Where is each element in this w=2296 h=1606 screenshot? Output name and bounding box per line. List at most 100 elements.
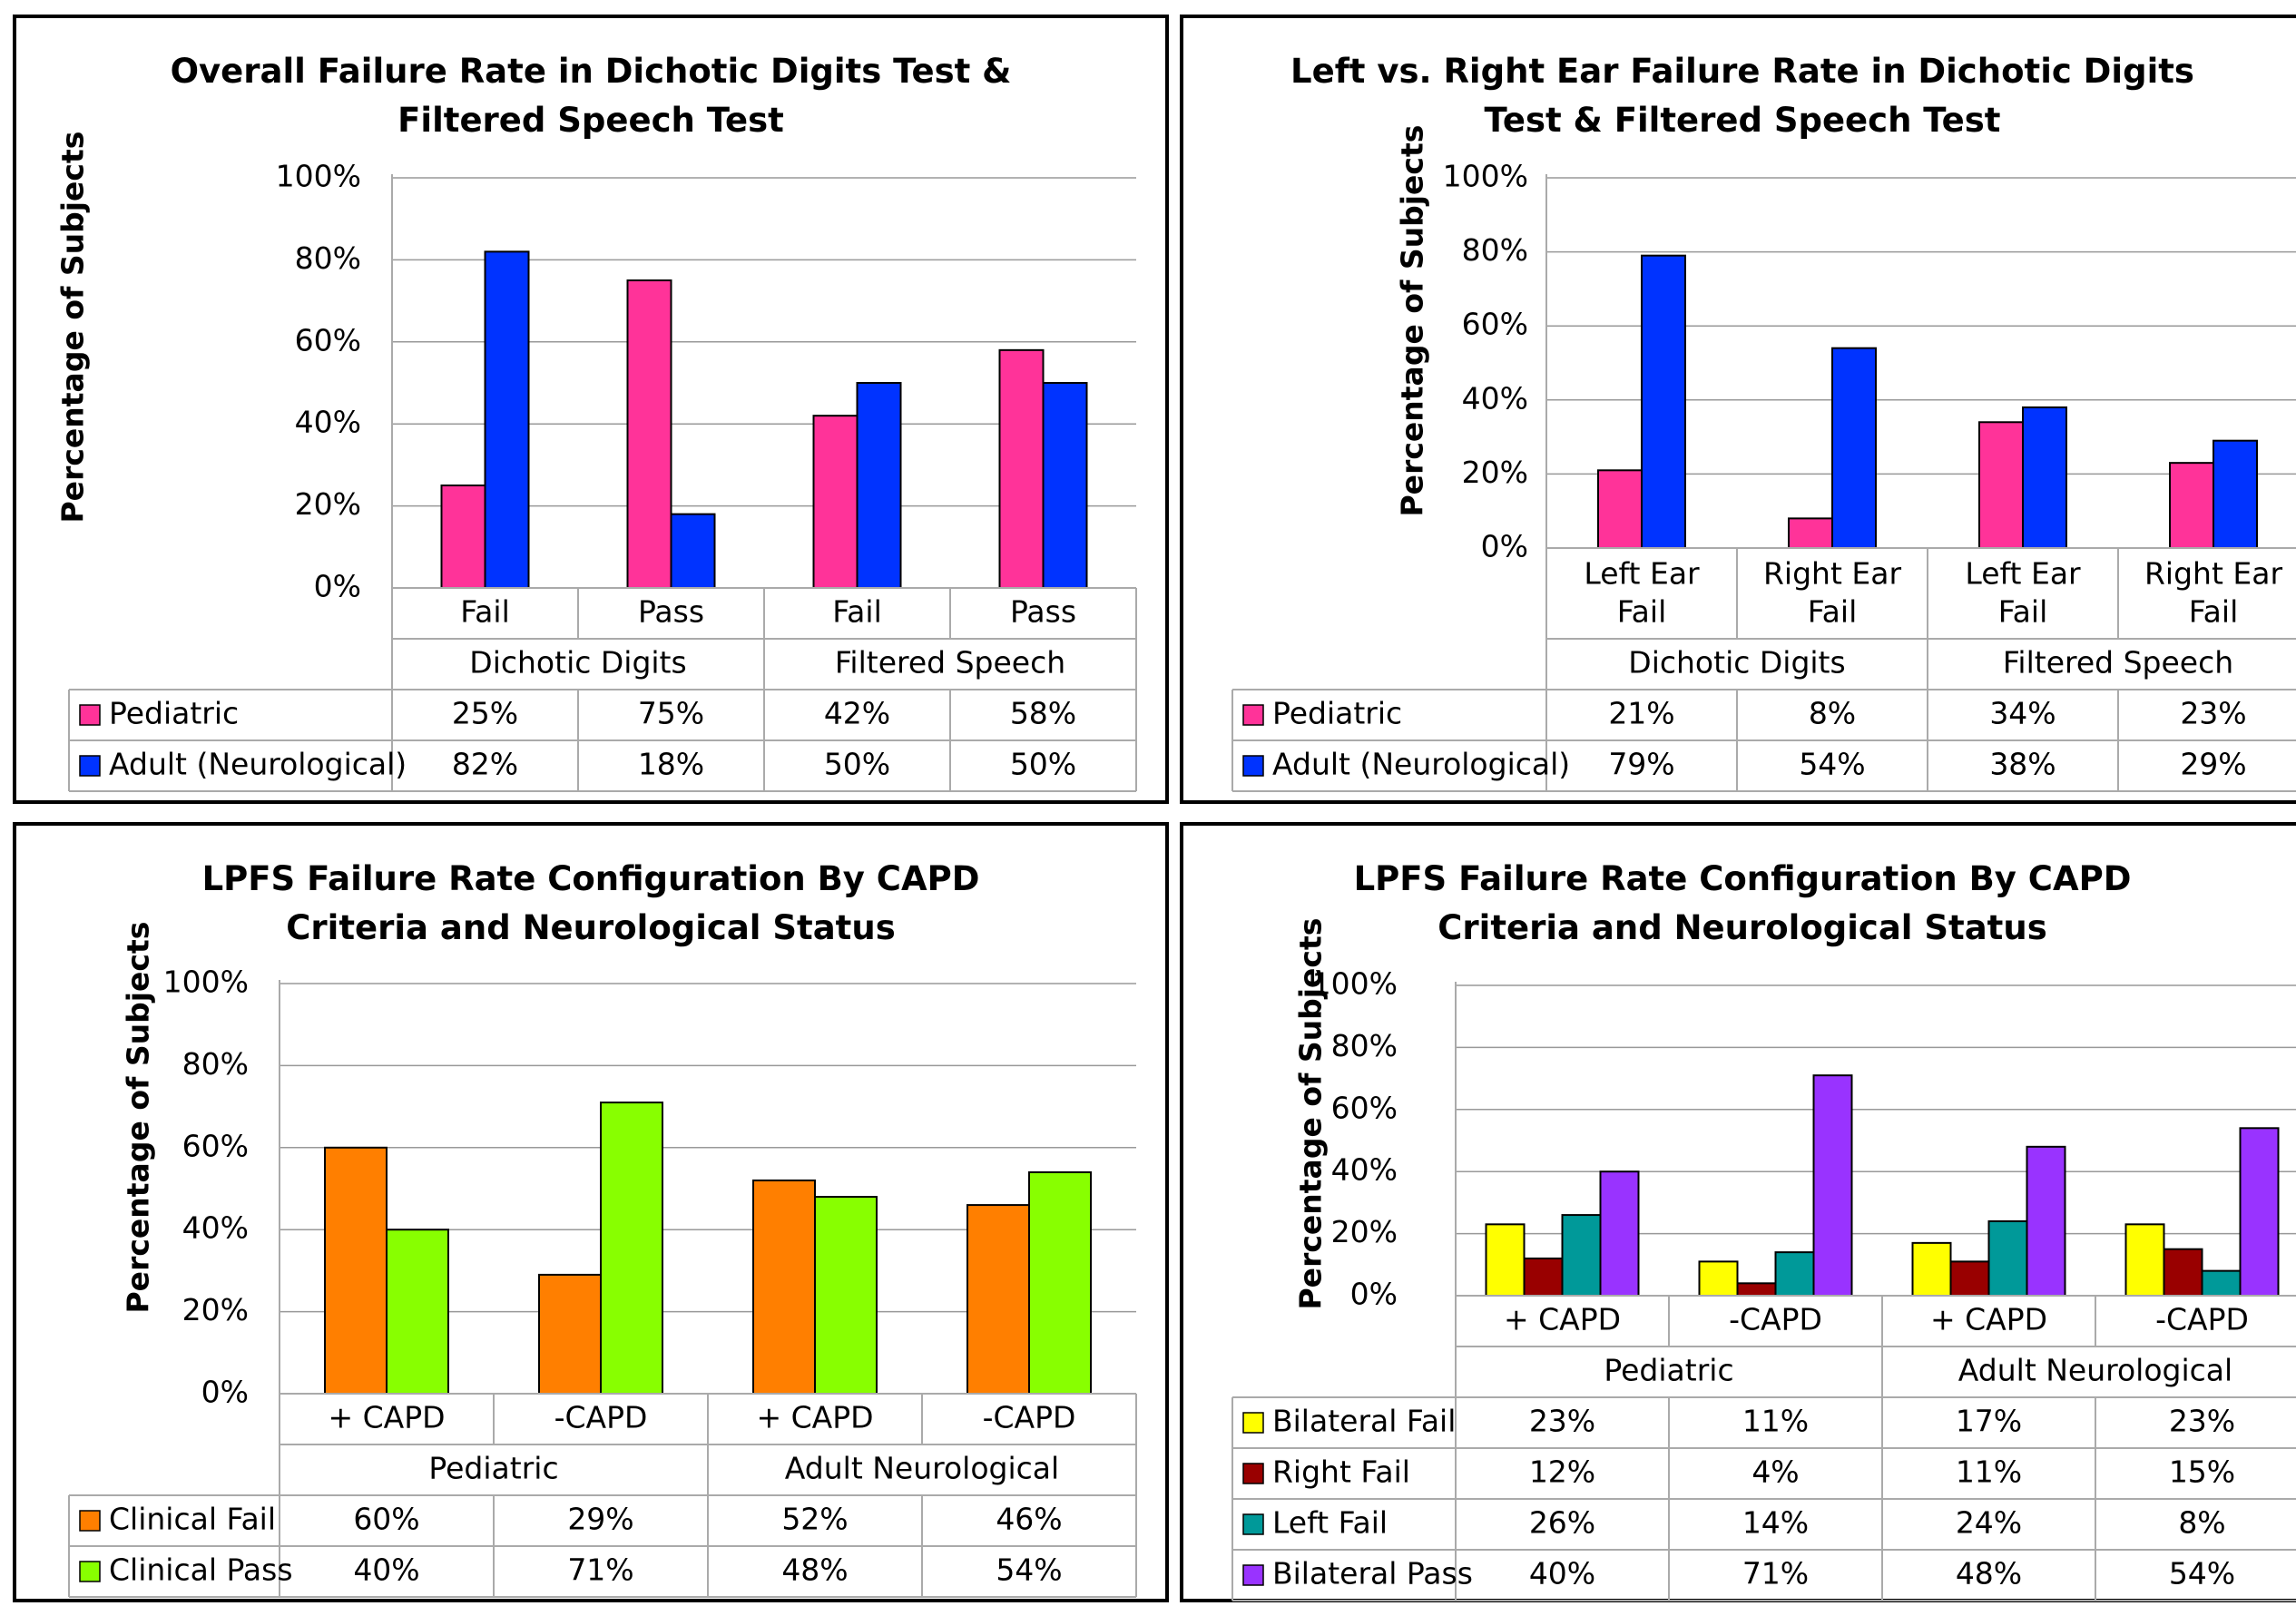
x-category-label: Left Ear [1965,556,2081,592]
bar-right-fail-3 [2163,1248,2203,1298]
bar-pediatric-0 [440,485,486,589]
bar-adult-neurological--0 [1641,254,1686,549]
x-category-label: Fail [832,594,882,630]
chart-panel-lpfs-configuration: LPFS Failure Rate Configuration By CAPD … [1180,822,2296,1602]
bar-pediatric-3 [998,348,1045,589]
legend-swatch [79,704,101,726]
y-tick-label: 80% [1462,232,1528,268]
y-tick-label: 100% [1312,966,1398,1002]
data-label: 25% [452,696,518,731]
bar-left-fail-2 [1987,1219,2028,1298]
chart-title: Overall Failure Rate in Dichotic Digits … [170,52,1012,140]
x-category-label: Right Ear [2144,556,2282,592]
bar-bilateral-fail-0 [1485,1223,1526,1297]
y-tick-label: 40% [1331,1152,1398,1188]
y-tick-label: 80% [1331,1028,1398,1063]
x-category-label: + CAPD [756,1400,873,1435]
data-label: 29% [2180,747,2246,782]
data-label: 50% [824,747,890,782]
y-tick-label: 0% [1481,529,1528,564]
bar-clinical-fail-1 [538,1273,602,1395]
chart-title: LPFS Failure Rate Configuration By CAPD … [201,859,980,947]
bar-pediatric-2 [1978,421,2024,549]
data-label: 71% [567,1552,633,1588]
data-label: 8% [2178,1505,2225,1541]
x-category-label: Fail [1617,594,1667,630]
data-label: 54% [996,1552,1062,1588]
legend-label: Clinical Fail [109,1502,276,1537]
legend-swatch [1242,755,1264,777]
data-label: 54% [2169,1556,2235,1591]
data-label: 18% [638,747,704,782]
x-group-label: Pediatric [1604,1353,1733,1388]
data-label: 46% [996,1502,1062,1537]
bar-left-fail-3 [2201,1269,2242,1298]
bar-clinical-fail-0 [324,1146,388,1395]
legend-label: Bilateral Fail [1272,1404,1456,1439]
x-group-label: Filtered Speech [2003,645,2233,681]
x-category-label: Fail [460,594,510,630]
bar-clinical-fail-3 [966,1204,1030,1395]
chart-panel-overall-failure: Overall Failure Rate in Dichotic Digits … [13,15,1169,804]
bar-clinical-pass-3 [1028,1170,1092,1395]
bar-adult-neurological--0 [484,250,530,589]
y-tick-label: 0% [314,569,361,604]
x-group-label: Filtered Speech [835,645,1065,681]
bar-pediatric-0 [1597,469,1643,550]
y-tick-label: 60% [295,322,361,357]
x-category-label: Fail [1998,594,2048,630]
bar-adult-neurological--1 [670,513,716,590]
bar-adult-neurological--1 [1831,347,1877,549]
x-category-label: Right Ear [1763,556,1901,592]
legend-label: Pediatric [1272,696,1402,731]
y-tick-label: 20% [1462,455,1528,490]
legend-swatch [79,1561,101,1582]
data-label: 79% [1608,747,1674,782]
bar-clinical-pass-1 [600,1102,663,1395]
legend-label: Adult (Neurological) [1272,747,1570,782]
bar-pediatric-3 [2169,462,2214,549]
bar-bilateral-fail-3 [2124,1223,2165,1297]
data-label: 12% [1529,1454,1595,1490]
legend-label: Adult (Neurological) [109,747,407,782]
x-category-label: Fail [2189,594,2239,630]
chart-title: LPFS Failure Rate Configuration By CAPD … [1353,859,2132,947]
y-tick-label: 40% [295,405,361,440]
y-tick-label: 40% [182,1210,249,1246]
data-label: 29% [567,1502,633,1537]
data-label: 71% [1742,1556,1809,1591]
data-label: 23% [2169,1404,2235,1439]
x-category-label: -CAPD [2155,1302,2249,1337]
y-tick-label: 100% [1443,159,1528,194]
x-group-label: Adult Neurological [785,1451,1059,1486]
bar-bilateral-pass-0 [1599,1170,1640,1298]
bar-right-fail-2 [1949,1260,1990,1298]
data-label: 8% [1809,696,1856,731]
legend-label: Left Fail [1272,1505,1388,1541]
chart-panel-lpfs-clinical: LPFS Failure Rate Configuration By CAPD … [13,822,1169,1602]
x-category-label: -CAPD [554,1400,648,1435]
y-tick-label: 20% [295,486,361,522]
chart-title: Left vs. Right Ear Failure Rate in Dicho… [1290,52,2194,140]
data-label: 11% [1956,1454,2022,1490]
data-label: 15% [2169,1454,2235,1490]
legend-swatch [1242,1564,1264,1586]
x-category-label: Pass [1010,594,1076,630]
data-label: 42% [824,696,890,731]
bar-clinical-pass-0 [386,1229,449,1395]
data-label: 23% [1529,1404,1595,1439]
data-label: 34% [1989,696,2056,731]
data-label: 58% [1010,696,1076,731]
bar-clinical-fail-2 [752,1179,816,1395]
chart-svg: 0% 20% 40% 60% 80% 100% + CAPD -CAPD + CAPD -CAPD… [1231,966,2296,1601]
data-label: 17% [1956,1404,2022,1439]
bar-clinical-pass-2 [814,1196,878,1395]
data-label: 82% [452,747,518,782]
bar-pediatric-1 [626,279,672,589]
bar-left-fail-1 [1774,1251,1815,1297]
y-tick-label: 100% [163,965,249,1000]
data-label: 23% [2180,696,2246,731]
data-label: 52% [781,1502,848,1537]
chart-svg: 0% 20% 40% 60% 80% 100% + CAPD -CAPD + CAPD -CAPD… [68,965,1137,1598]
data-label: 21% [1608,696,1674,731]
